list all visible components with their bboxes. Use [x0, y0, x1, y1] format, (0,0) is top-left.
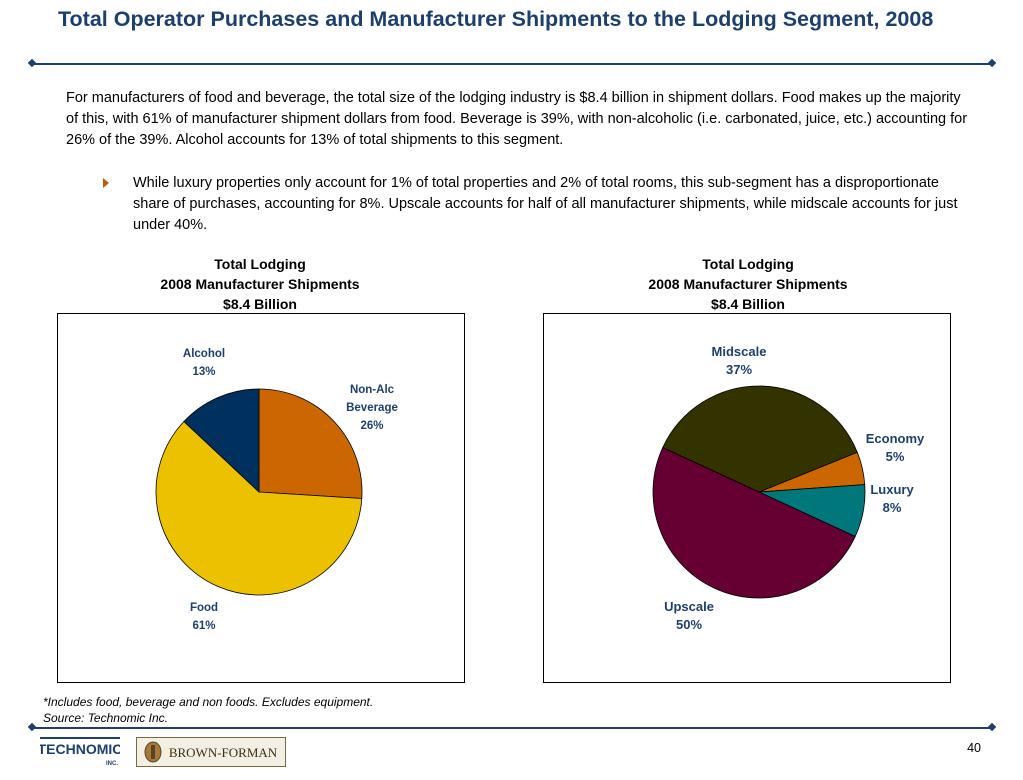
chart-2-pie: [652, 385, 866, 599]
svg-text:BROWN-FORMAN: BROWN-FORMAN: [169, 745, 278, 760]
label-economy-name: Economy: [865, 431, 925, 446]
chart-1-slice-alcohol: [183, 388, 260, 493]
label-midscale: Midscale 37%: [694, 343, 784, 379]
chart-2-title-line1: Total Lodging: [702, 256, 794, 272]
chart-2-title-line3: $8.4 Billion: [711, 296, 785, 312]
chart-1-pie: [155, 388, 363, 596]
label-economy-value: 5%: [885, 449, 905, 464]
label-non-alc-beverage: Non-Alc Beverage 26%: [330, 381, 414, 435]
footnote-line1: *Includes food, beverage and non foods. …: [43, 695, 374, 709]
label-midscale-value: 37%: [725, 362, 753, 377]
chart-1-box: Alcohol 13% Non-Alc Beverage 26% Food 61…: [57, 313, 465, 683]
label-non-alc-line2: Beverage: [346, 402, 398, 414]
label-alcohol-value: 13%: [192, 366, 216, 378]
chart-1-slice-non-alc-beverage: [258, 388, 363, 499]
bullet-text: While luxury properties only account for…: [133, 175, 958, 233]
brown-forman-logo: BROWN-FORMAN: [136, 737, 286, 767]
footnote: *Includes food, beverage and non foods. …: [43, 694, 373, 726]
chart-1-title-line3: $8.4 Billion: [223, 296, 297, 312]
slide-title: Total Operator Purchases and Manufacture…: [58, 7, 934, 31]
label-economy: Economy 5%: [850, 430, 940, 466]
label-upscale-value: 50%: [675, 617, 703, 632]
chart-1-slice-food: [155, 420, 363, 596]
chart-2-slice-midscale: [662, 385, 858, 493]
chart-1-title-line2: 2008 Manufacturer Shipments: [160, 276, 360, 292]
technomic-logo: TECHNOMIC INC.: [40, 737, 120, 767]
label-food: Food 61%: [166, 599, 242, 635]
title-divider: [27, 58, 997, 68]
label-food-name: Food: [189, 602, 219, 614]
chart-2-slice-upscale: [652, 447, 856, 599]
chart-2-title-line2: 2008 Manufacturer Shipments: [648, 276, 848, 292]
label-upscale: Upscale 50%: [644, 598, 734, 634]
svg-text:TECHNOMIC: TECHNOMIC: [40, 741, 120, 757]
bullet-arrow-icon: [103, 178, 109, 188]
label-food-value: 61%: [192, 620, 216, 632]
footnote-source: Source: Technomic Inc.: [43, 711, 168, 725]
chart-1-title-line1: Total Lodging: [214, 256, 306, 272]
label-alcohol: Alcohol 13%: [166, 345, 242, 381]
page-number: 40: [967, 741, 981, 755]
label-alcohol-name: Alcohol: [182, 348, 226, 360]
label-non-alc-line1: Non-Alc: [349, 384, 395, 396]
chart-2-title: Total Lodging 2008 Manufacturer Shipment…: [548, 254, 948, 314]
label-luxury-name: Luxury: [870, 482, 914, 497]
label-luxury: Luxury 8%: [850, 481, 934, 517]
svg-text:INC.: INC.: [106, 761, 118, 767]
label-non-alc-value: 26%: [360, 420, 384, 432]
label-upscale-name: Upscale: [664, 599, 714, 614]
chart-1-title: Total Lodging 2008 Manufacturer Shipment…: [60, 254, 460, 314]
chart-2-box: Midscale 37% Economy 5% Luxury 8% Upscal…: [543, 313, 951, 683]
label-midscale-name: Midscale: [711, 344, 767, 359]
bullet-item: While luxury properties only account for…: [103, 173, 963, 236]
label-luxury-value: 8%: [882, 500, 902, 515]
intro-paragraph: For manufacturers of food and beverage, …: [66, 90, 968, 148]
footer-divider: [27, 722, 997, 732]
